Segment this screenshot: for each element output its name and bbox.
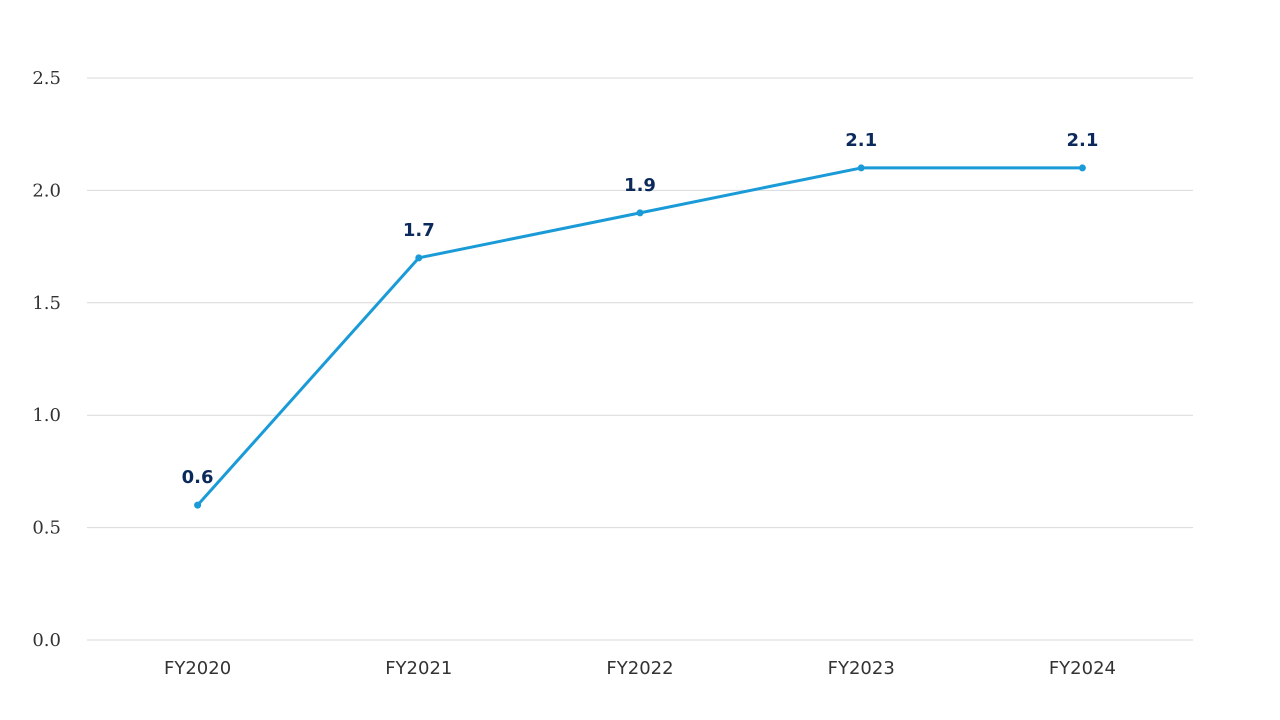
data-label: 1.9: [624, 175, 656, 196]
data-label: 2.1: [1066, 130, 1098, 151]
data-labels: 0.6 1.7 1.9 2.1 2.1: [182, 130, 1099, 488]
x-tick-label: FY2020: [164, 658, 231, 679]
data-point: [857, 164, 865, 172]
y-tick-label: 1.0: [32, 405, 61, 426]
data-point: [194, 501, 202, 509]
y-axis-ticks: 0.0 0.5 1.0 1.5 2.0 2.5: [32, 68, 61, 651]
gridlines: [87, 77, 1193, 641]
x-tick-label: FY2021: [385, 658, 452, 679]
data-point: [1078, 164, 1086, 172]
series-line-group: [196, 166, 1084, 507]
x-axis-ticks: FY2020 FY2021 FY2022 FY2023 FY2024: [164, 658, 1116, 679]
x-tick-label: FY2022: [606, 658, 673, 679]
y-tick-label: 0.0: [32, 630, 61, 651]
y-tick-label: 2.5: [32, 68, 61, 89]
x-tick-label: FY2024: [1049, 658, 1116, 679]
data-point: [636, 209, 644, 217]
data-point: [415, 254, 423, 262]
data-label: 0.6: [182, 467, 214, 488]
y-tick-label: 1.5: [32, 293, 61, 314]
y-tick-label: 0.5: [32, 518, 61, 539]
x-tick-label: FY2023: [828, 658, 895, 679]
data-points: [194, 164, 1086, 509]
data-label: 2.1: [845, 130, 877, 151]
series-line: [196, 166, 1084, 507]
y-tick-label: 2.0: [32, 180, 61, 201]
data-label: 1.7: [403, 220, 435, 241]
